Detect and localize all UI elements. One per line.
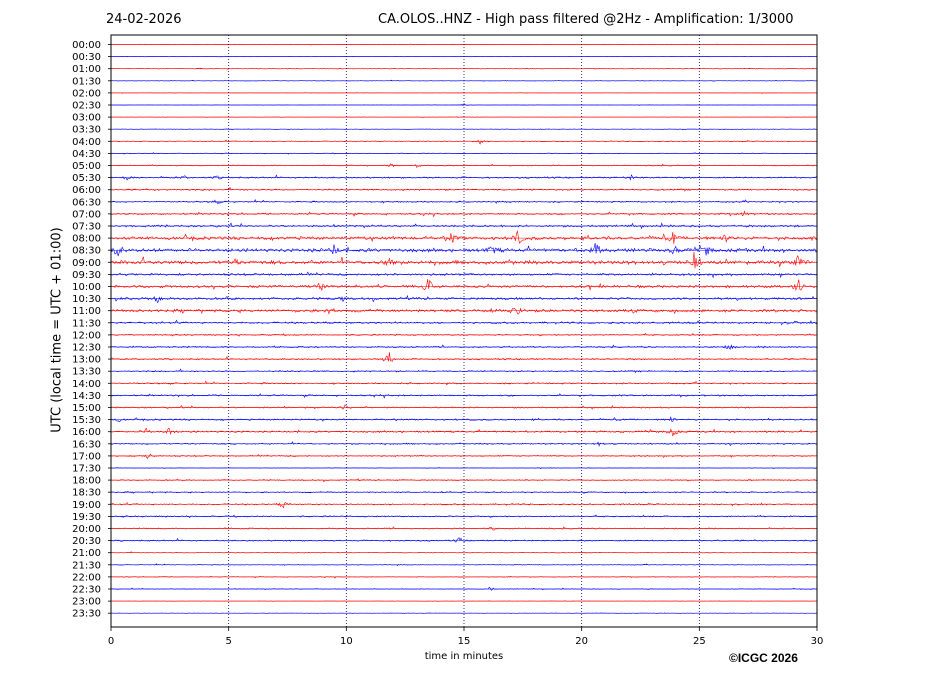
y-tick-label: 06:30 xyxy=(72,197,101,208)
y-tick-label: 20:00 xyxy=(72,524,101,535)
y-tick-label: 04:00 xyxy=(72,137,101,148)
x-tick-label: 5 xyxy=(225,636,231,647)
y-tick-label: 15:00 xyxy=(72,403,101,414)
y-tick-label: 23:00 xyxy=(72,597,101,608)
y-tick-label: 02:30 xyxy=(72,101,101,112)
trace-13:30 xyxy=(110,368,818,374)
y-tick-label: 21:30 xyxy=(72,560,101,571)
y-tick-label: 03:00 xyxy=(72,113,101,124)
y-tick-label: 15:30 xyxy=(72,415,101,426)
y-tick-label: 12:30 xyxy=(72,343,101,354)
y-tick-label: 06:00 xyxy=(72,185,101,196)
y-tick-label: 05:30 xyxy=(72,173,101,184)
y-tick-label: 07:30 xyxy=(72,222,101,233)
y-tick-label: 01:00 xyxy=(72,64,101,75)
y-tick-label: 00:00 xyxy=(72,40,101,51)
y-tick-label: 01:30 xyxy=(72,76,101,87)
plot-frame xyxy=(110,34,818,628)
y-tick-label: 21:00 xyxy=(72,548,101,559)
x-axis-label: time in minutes xyxy=(424,651,504,662)
y-tick-label: 17:00 xyxy=(72,451,101,462)
y-tick-label: 11:00 xyxy=(72,306,101,317)
trace-17:00 xyxy=(110,453,818,459)
y-tick-label: 08:30 xyxy=(72,246,101,257)
y-tick-label: 19:00 xyxy=(72,500,101,511)
x-tick-label: 10 xyxy=(340,636,353,647)
chart-title: CA.OLOS..HNZ - High pass filtered @2Hz -… xyxy=(378,12,794,27)
y-tick-label: 23:30 xyxy=(72,609,101,620)
y-tick-label: 18:00 xyxy=(72,476,101,487)
trace-06:00 xyxy=(111,186,818,192)
x-tick-label: 15 xyxy=(458,636,471,647)
x-tick-label: 25 xyxy=(693,636,706,647)
copyright-notice: ©ICGC 2026 xyxy=(729,651,798,665)
y-tick-label: 14:30 xyxy=(72,391,101,402)
y-tick-label: 22:00 xyxy=(72,572,101,583)
y-tick-label: 10:00 xyxy=(72,282,101,293)
x-tick-label: 30 xyxy=(811,636,824,647)
y-tick-label: 12:00 xyxy=(72,330,101,341)
y-tick-label: 16:30 xyxy=(72,439,101,450)
chart-date: 24-02-2026 xyxy=(106,12,182,27)
y-tick-label: 18:30 xyxy=(72,488,101,499)
y-tick-label: 16:00 xyxy=(72,427,101,438)
y-tick-label: 09:30 xyxy=(72,270,101,281)
y-tick-label: 09:00 xyxy=(72,258,101,269)
x-tick-label: 0 xyxy=(108,636,114,647)
y-tick-label: 13:00 xyxy=(72,355,101,366)
y-tick-label: 20:30 xyxy=(72,536,101,547)
trace-08:30 xyxy=(110,242,818,257)
y-tick-label: 08:00 xyxy=(72,234,101,245)
y-tick-label: 10:30 xyxy=(72,294,101,305)
y-tick-label: 04:30 xyxy=(72,149,101,160)
y-tick-label: 14:00 xyxy=(72,379,101,390)
y-tick-label: 05:00 xyxy=(72,161,101,172)
y-tick-label: 11:30 xyxy=(72,318,101,329)
y-tick-label: 02:00 xyxy=(72,88,101,99)
y-tick-label: 17:30 xyxy=(72,464,101,475)
y-tick-label: 19:30 xyxy=(72,512,101,523)
trace-10:00 xyxy=(110,279,818,291)
y-tick-label: 13:30 xyxy=(72,367,101,378)
y-tick-label: 00:30 xyxy=(72,52,101,63)
x-tick-label: 20 xyxy=(575,636,588,647)
y-tick-label: 07:00 xyxy=(72,209,101,220)
y-tick-label: 03:30 xyxy=(72,125,101,136)
y-tick-label: 22:30 xyxy=(72,585,101,596)
